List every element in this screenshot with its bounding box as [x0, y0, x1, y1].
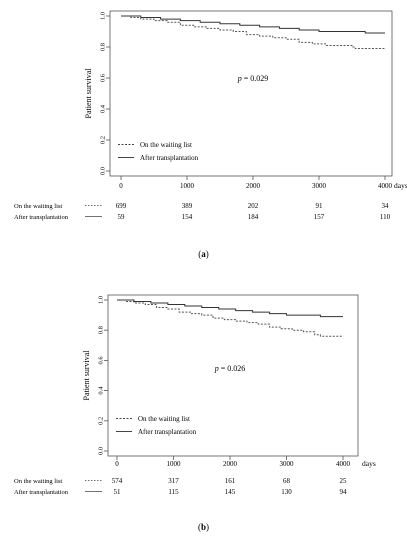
y-tick-label: 0.0 — [97, 447, 104, 455]
panel-caption-label: a — [201, 249, 206, 259]
panel-caption-a: (a) — [198, 249, 209, 259]
x-unit-label: days — [394, 181, 407, 190]
risk-table-row-label: After transplantation — [14, 489, 69, 496]
legend-label: After transplantation — [140, 154, 199, 162]
risk-table-value: 59 — [118, 213, 126, 221]
risk-table-value: 154 — [182, 213, 193, 221]
p-value-annotation: p = 0.029 — [237, 74, 269, 83]
risk-table-value: 68 — [283, 477, 291, 485]
risk-table-value: 574 — [112, 477, 123, 485]
y-axis-label: Patient survival — [82, 350, 91, 401]
risk-table-value: 317 — [168, 477, 179, 485]
y-tick-label: 0.2 — [97, 417, 104, 425]
y-tick-label: 1.0 — [99, 12, 106, 20]
risk-table-value: 389 — [182, 202, 193, 210]
p-value-annotation: p = 0.026 — [214, 364, 246, 373]
x-tick-label: 1000 — [167, 460, 182, 468]
y-tick-label: 0.2 — [99, 136, 106, 144]
risk-table-value: 699 — [116, 202, 127, 210]
panel-caption-b: (b) — [197, 522, 209, 532]
risk-table-value: 184 — [248, 213, 259, 221]
risk-table-value: 94 — [340, 488, 348, 496]
x-tick-label: 2000 — [223, 460, 238, 468]
x-tick-label: 0 — [119, 182, 123, 190]
p-value-text: = 0.029 — [242, 74, 269, 83]
series-line-after-transplantation — [117, 299, 343, 318]
x-tick-label: 4000 — [378, 182, 393, 190]
x-tick-label: 4000 — [336, 460, 351, 468]
y-tick-label: 0.6 — [99, 73, 106, 82]
x-tick-label: 0 — [115, 460, 119, 468]
risk-table-row-label: On the waiting list — [14, 203, 62, 210]
p-value-text: = 0.026 — [219, 364, 246, 373]
plot-frame — [109, 10, 393, 177]
risk-table-value: 202 — [248, 202, 259, 210]
risk-table-value: 34 — [382, 202, 390, 210]
legend-label: On the waiting list — [138, 415, 190, 423]
risk-table-row-label: After transplantation — [14, 214, 69, 221]
risk-table-value: 110 — [380, 213, 391, 221]
legend-label: After transplantation — [138, 428, 197, 436]
x-tick-label: 3000 — [312, 182, 327, 190]
figure-panel-b: 0 1000 2000 3000 4000 days 0.0 0.2 0.4 0.6 0.8 1.0 P… — [0, 278, 407, 550]
plot-frame — [107, 294, 359, 457]
figure-panel-a: 0 1000 2000 3000 4000 days 0.0 0.2 0.4 0.6 0.8 1.0 P… — [0, 0, 407, 270]
y-tick-label: 0.4 — [99, 104, 106, 113]
risk-table-value: 157 — [314, 213, 325, 221]
risk-table-value: 115 — [168, 488, 179, 496]
y-tick-label: 1.0 — [97, 296, 104, 304]
risk-table-value: 25 — [340, 477, 348, 485]
risk-table-value: 145 — [225, 488, 236, 496]
risk-table-value: 161 — [225, 477, 236, 485]
risk-table-value: 91 — [316, 202, 324, 210]
x-tick-label: 3000 — [280, 460, 295, 468]
survival-chart-b: 0 1000 2000 3000 4000 days 0.0 0.2 0.4 0.6 0.8 1.0 P… — [14, 294, 376, 496]
y-tick-label: 0.0 — [99, 167, 106, 175]
x-unit-label: days — [362, 459, 376, 468]
series-line-after-transplantation — [121, 15, 385, 34]
legend-label: On the waiting list — [140, 141, 192, 149]
risk-table-row-label: On the waiting list — [14, 478, 62, 485]
y-axis-label: Patient survival — [84, 68, 93, 119]
x-tick-label: 1000 — [180, 182, 195, 190]
y-tick-label: 0.6 — [97, 356, 104, 365]
series-line-waiting-list — [117, 299, 343, 337]
series-line-waiting-list — [121, 15, 385, 50]
risk-table-value: 130 — [281, 488, 292, 496]
p-symbol: p — [237, 74, 242, 83]
p-symbol: p — [214, 364, 219, 373]
y-tick-label: 0.8 — [99, 43, 106, 51]
y-tick-label: 0.4 — [97, 386, 104, 395]
y-tick-label: 0.8 — [97, 326, 104, 334]
survival-chart-a: 0 1000 2000 3000 4000 days 0.0 0.2 0.4 0.6 0.8 1.0 P… — [14, 10, 407, 221]
risk-table-value: 51 — [114, 488, 122, 496]
x-tick-label: 2000 — [246, 182, 261, 190]
panel-caption-label: b — [200, 522, 206, 532]
